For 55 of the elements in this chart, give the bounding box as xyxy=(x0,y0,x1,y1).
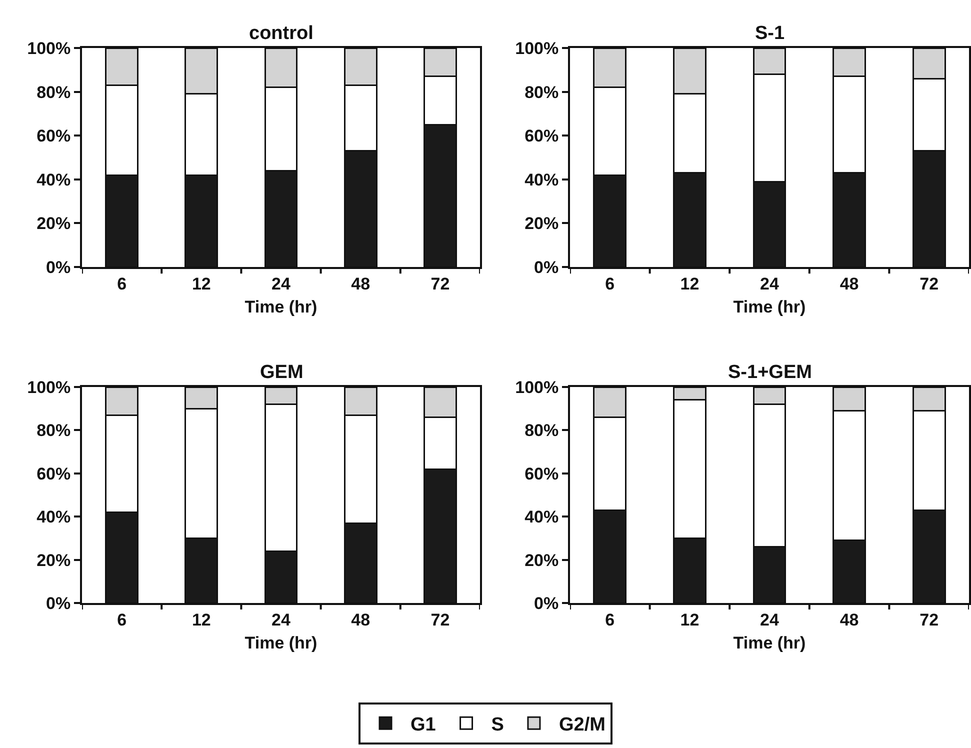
y-tick-label: 40% xyxy=(36,170,71,190)
y-tick-label: 20% xyxy=(524,214,559,234)
x-tick-label: 72 xyxy=(430,274,450,294)
y-tick-label: 0% xyxy=(46,258,71,277)
chart-title: GEM xyxy=(260,362,304,383)
x-axis-title: Time (hr) xyxy=(244,633,318,652)
y-tick-label: 60% xyxy=(36,126,71,146)
x-tick-label: 12 xyxy=(680,274,700,294)
y-tick-label: 80% xyxy=(36,82,71,102)
x-tick-label: 24 xyxy=(760,274,780,294)
x-tick-label: 72 xyxy=(920,274,939,294)
x-tick-label: 48 xyxy=(840,274,859,294)
y-tick-label: 100% xyxy=(27,378,71,397)
y-tick-label: 80% xyxy=(524,421,559,440)
y-tick-label: 80% xyxy=(524,82,559,102)
legend-label: S xyxy=(491,714,504,736)
y-tick-label: 0% xyxy=(534,258,559,277)
x-tick-label: 6 xyxy=(605,274,615,294)
x-tick-label: 48 xyxy=(351,274,370,294)
y-tick-label: 20% xyxy=(36,214,71,234)
x-tick-label: 24 xyxy=(760,610,780,630)
x-tick-label: 6 xyxy=(605,610,615,630)
x-tick-label: 12 xyxy=(192,610,211,630)
chart-title: control xyxy=(249,23,314,44)
x-tick-label: 72 xyxy=(430,610,450,630)
y-tick-label: 40% xyxy=(36,508,71,527)
chart-title: S-1+GEM xyxy=(728,362,812,383)
x-tick-label: 24 xyxy=(272,274,291,294)
x-tick-label: 6 xyxy=(117,274,127,294)
y-tick-label: 100% xyxy=(515,378,559,397)
y-tick-label: 20% xyxy=(524,550,559,570)
y-tick-label: 100% xyxy=(515,38,559,58)
x-tick-label: 12 xyxy=(192,274,211,294)
y-tick-label: 40% xyxy=(524,170,559,190)
x-tick-label: 6 xyxy=(117,610,127,630)
y-tick-label: 20% xyxy=(36,550,71,570)
y-tick-label: 60% xyxy=(524,126,559,146)
chart-title: S-1 xyxy=(755,23,785,44)
x-tick-label: 48 xyxy=(351,610,370,630)
x-tick-label: 24 xyxy=(272,610,291,630)
legend-label: G1 xyxy=(410,714,436,736)
x-axis-title: Time (hr) xyxy=(733,297,806,316)
x-axis-title: Time (hr) xyxy=(733,633,806,652)
y-tick-label: 60% xyxy=(524,464,559,484)
x-axis-title: Time (hr) xyxy=(244,297,318,316)
y-tick-label: 0% xyxy=(534,594,559,613)
y-tick-label: 0% xyxy=(46,594,71,613)
x-tick-label: 12 xyxy=(680,610,700,630)
legend-label: G2/M xyxy=(558,714,606,736)
y-tick-label: 60% xyxy=(36,464,71,484)
y-tick-label: 40% xyxy=(524,508,559,527)
y-tick-label: 80% xyxy=(36,421,71,440)
x-tick-label: 48 xyxy=(840,610,859,630)
x-tick-label: 72 xyxy=(920,610,939,630)
y-tick-label: 100% xyxy=(27,38,71,58)
